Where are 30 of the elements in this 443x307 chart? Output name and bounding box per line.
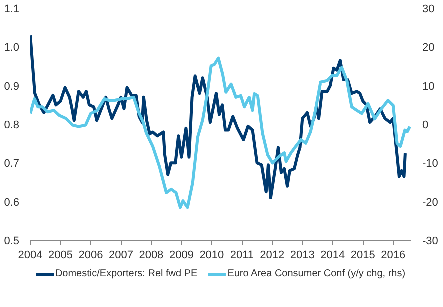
x-tick-label: 2007: [108, 250, 134, 262]
x-tick-label: 2010: [200, 250, 224, 262]
x-tick-label: 2013: [290, 250, 315, 262]
y2-tick-label: -10: [422, 158, 438, 170]
y-tick-label: 0.9: [4, 80, 20, 93]
y2-tick-label: -30: [422, 236, 438, 248]
x-tick-label: 2016: [381, 250, 406, 262]
x-tick-label: 2005: [48, 250, 73, 262]
y-tick-label: 0.5: [4, 236, 20, 248]
y-tick-label: 1.0: [4, 42, 20, 54]
x-tick-label: 2012: [260, 250, 285, 262]
x-tick-label: 2015: [350, 250, 376, 262]
x-tick-label: 2014: [320, 250, 346, 262]
legend-label: Euro Area Consumer Conf (y/y chg, rhs): [228, 268, 406, 280]
y-tick-label: 0.8: [4, 120, 20, 132]
y-tick-label: 0.6: [4, 196, 20, 209]
x-tick-label: 2008: [139, 250, 164, 262]
y2-tick-label: 0: [422, 120, 429, 132]
y2-tick-label: 30: [422, 4, 435, 16]
y2-tick-label: 10: [422, 80, 435, 93]
y2-tick-label: -20: [422, 196, 438, 209]
y-tick-label: 0.7: [4, 158, 20, 170]
x-tick-label: 2004: [18, 250, 43, 262]
x-tick-label: 2011: [230, 250, 254, 262]
x-tick-label: 2006: [78, 250, 104, 262]
line-series: [30, 56, 412, 210]
y-tick-label: 1.1: [4, 4, 20, 16]
y2-tick-label: 20: [422, 42, 435, 54]
legend-label: Domestic/Exporters: Rel fwd PE: [55, 268, 198, 280]
x-tick-label: 2009: [169, 250, 194, 262]
